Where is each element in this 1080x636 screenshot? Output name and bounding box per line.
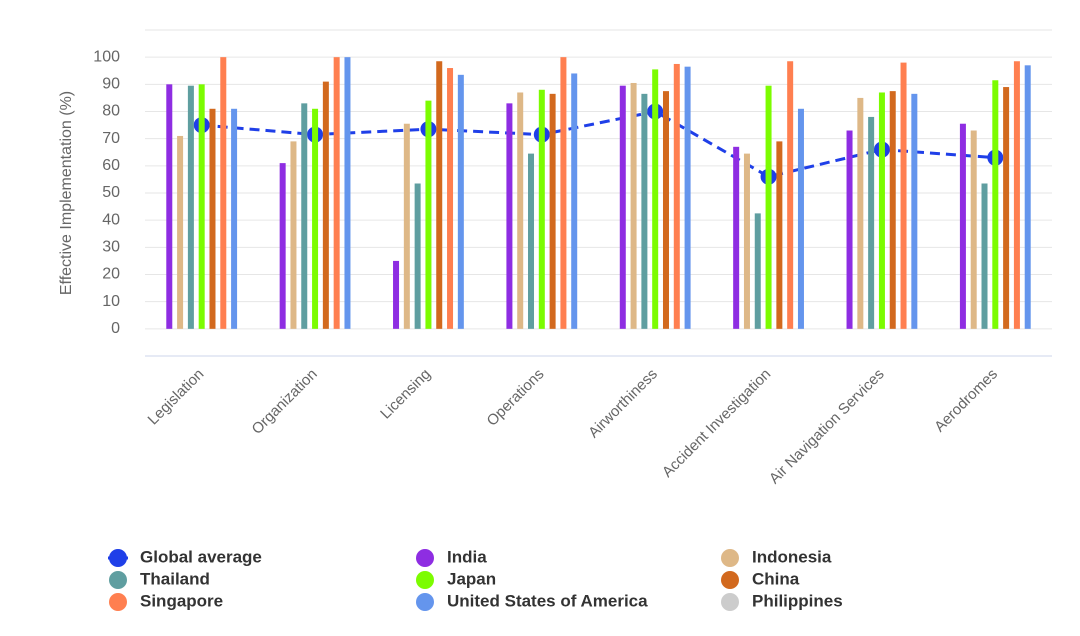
bar — [911, 93, 918, 329]
x-tick-label: Accident Investigation — [659, 366, 774, 481]
y-axis-title: Effective Implementation (%) — [58, 91, 75, 295]
bar — [652, 69, 659, 329]
bar — [198, 84, 205, 329]
bar — [765, 85, 772, 329]
y-tick-label: 70 — [102, 130, 120, 147]
bar — [1013, 61, 1020, 329]
legend-label[interactable]: China — [752, 569, 800, 588]
bar — [970, 130, 977, 329]
y-tick-label: 20 — [102, 266, 120, 283]
bar — [322, 81, 329, 329]
bar — [684, 66, 691, 329]
bar — [619, 85, 626, 329]
bar — [436, 61, 443, 329]
bar — [571, 73, 578, 329]
bar — [506, 103, 513, 329]
x-tick-label: Licensing — [377, 366, 434, 423]
bar — [209, 108, 216, 329]
bar — [981, 183, 988, 329]
bar — [662, 91, 669, 329]
legend-marker — [721, 593, 739, 611]
bar — [279, 163, 286, 329]
bar — [549, 93, 556, 329]
bar — [344, 57, 351, 329]
bar — [447, 68, 454, 329]
legend-marker — [416, 549, 434, 567]
bar — [878, 92, 885, 329]
y-tick-label: 30 — [102, 239, 120, 256]
y-tick-label: 40 — [102, 211, 120, 228]
legend-marker — [109, 549, 127, 567]
x-tick-label: Aerodromes — [931, 366, 1001, 436]
x-tick-label: Operations — [484, 366, 548, 430]
bar — [312, 108, 319, 329]
bar — [787, 61, 794, 329]
legend-label[interactable]: United States of America — [447, 591, 648, 610]
bar — [630, 82, 637, 329]
y-tick-label: 60 — [102, 157, 120, 174]
bar — [560, 57, 567, 329]
bar — [754, 213, 761, 329]
bar — [846, 130, 853, 329]
bar — [231, 108, 238, 329]
legend-label[interactable]: Philippines — [752, 591, 843, 610]
x-tick-label: Legislation — [145, 366, 208, 429]
bar — [403, 123, 410, 329]
bar — [301, 103, 308, 329]
bar — [743, 153, 750, 329]
legend-marker — [109, 571, 127, 589]
bar — [166, 84, 173, 329]
bar — [333, 57, 340, 329]
bar — [673, 63, 680, 329]
legend-marker — [109, 593, 127, 611]
bar — [1024, 65, 1031, 329]
legend-label[interactable]: Japan — [447, 569, 496, 588]
bar — [517, 92, 524, 329]
legend-label[interactable]: India — [447, 547, 487, 566]
bar — [414, 183, 421, 329]
bar — [425, 100, 432, 329]
legend-label[interactable]: Indonesia — [752, 547, 832, 566]
bar — [857, 97, 864, 329]
bar — [393, 260, 400, 329]
bar — [900, 62, 907, 329]
legend-label[interactable]: Singapore — [140, 591, 223, 610]
bar — [797, 108, 804, 329]
bar — [733, 146, 740, 329]
bar — [220, 57, 227, 329]
legend-label[interactable]: Global average — [140, 547, 262, 566]
bar — [641, 93, 648, 329]
bar — [528, 153, 535, 329]
bar — [868, 116, 875, 329]
legend-label[interactable]: Thailand — [140, 569, 210, 588]
bar — [889, 91, 896, 329]
bar — [992, 80, 999, 329]
bar — [959, 123, 966, 329]
bar — [1003, 87, 1010, 329]
y-tick-label: 80 — [102, 103, 120, 120]
bar — [187, 85, 194, 329]
y-tick-label: 50 — [102, 184, 120, 201]
bar — [290, 141, 297, 329]
y-tick-label: 0 — [111, 320, 120, 337]
bar — [538, 89, 545, 329]
bar — [177, 135, 184, 329]
legend-marker — [416, 593, 434, 611]
y-tick-label: 90 — [102, 76, 120, 93]
x-tick-label: Air Navigation Services — [766, 366, 888, 488]
bar — [776, 141, 783, 329]
legend-marker — [721, 549, 739, 567]
x-tick-label: Organization — [249, 366, 321, 438]
legend-marker — [416, 571, 434, 589]
bar — [457, 74, 464, 329]
y-tick-label: 100 — [93, 48, 120, 65]
y-tick-label: 10 — [102, 293, 120, 310]
legend-marker — [721, 571, 739, 589]
x-tick-label: Airworthiness — [585, 366, 661, 442]
